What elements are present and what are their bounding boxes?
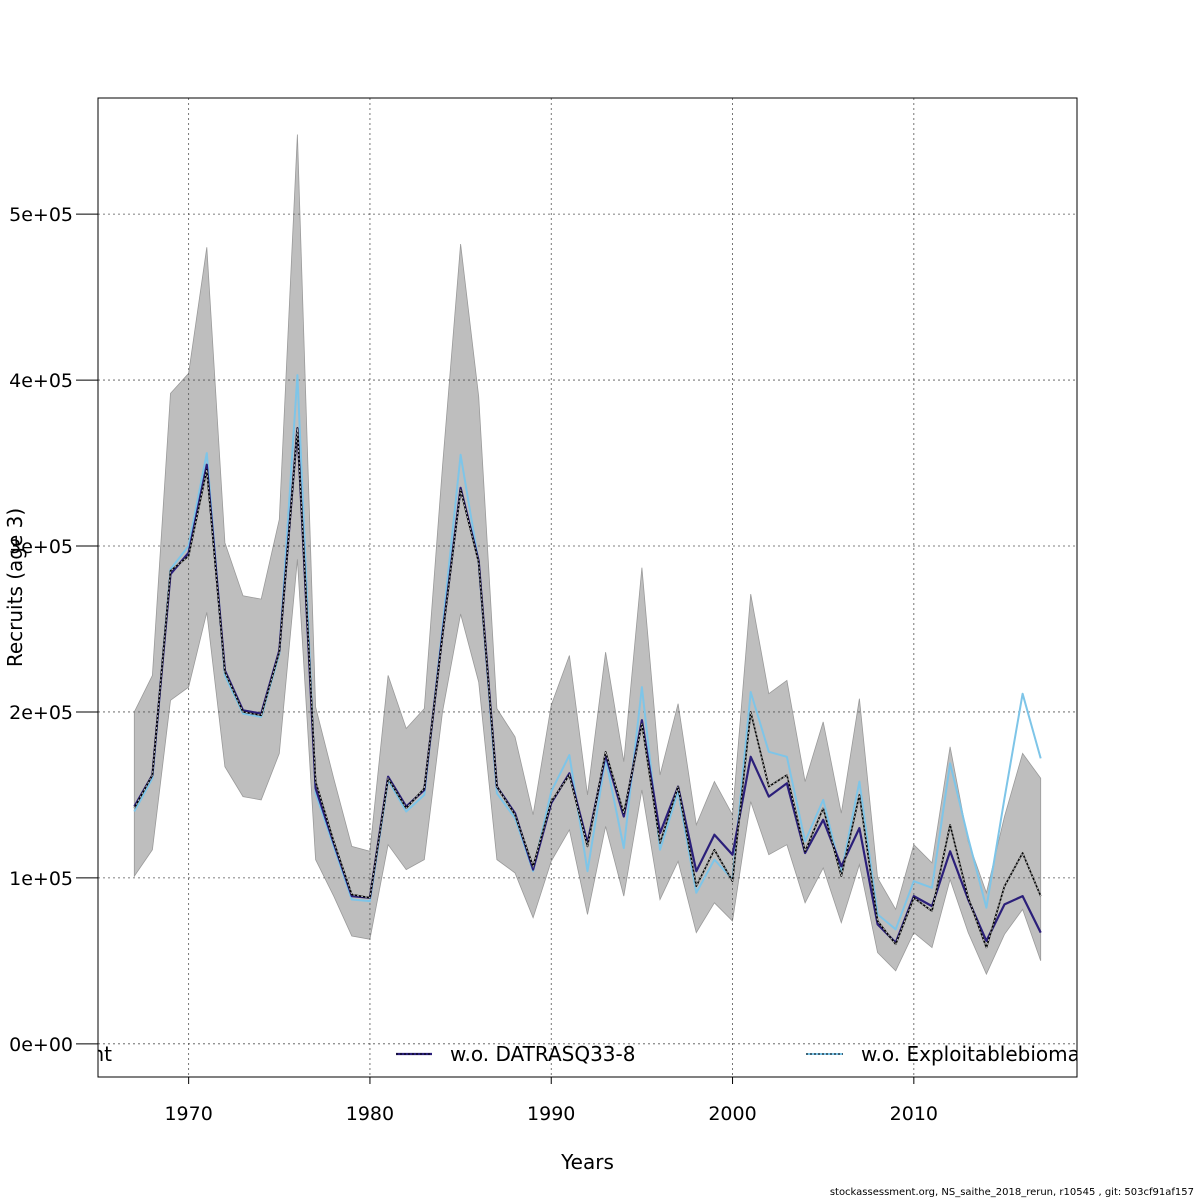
y-tick-label: 4e+05	[9, 370, 73, 392]
x-tick-label: 1980	[346, 1103, 394, 1125]
y-tick-label: 0e+00	[9, 1034, 73, 1056]
x-tick-label: 1970	[164, 1103, 212, 1125]
y-axis: 0e+00 1e+05 2e+05 3e+05 4e+05 5e+05	[9, 204, 98, 1056]
x-axis-title: Years	[560, 1150, 614, 1174]
confidence-band-layer	[133, 134, 1042, 976]
confidence-band	[133, 134, 1042, 976]
series-layer	[133, 374, 1042, 950]
y-tick-label: 5e+05	[9, 204, 73, 226]
grid-layer	[98, 98, 1077, 1077]
legend-label-nt: nt	[91, 1042, 112, 1066]
x-tick-label: 2000	[708, 1103, 756, 1125]
y-axis-title: Recruits (age 3)	[3, 508, 27, 667]
x-tick-label: 1990	[527, 1103, 575, 1125]
legend-label-exploitable: w.o. Exploitablebioma	[861, 1042, 1080, 1066]
y-tick-label: 2e+05	[9, 702, 73, 724]
series-line-2	[133, 374, 1042, 931]
y-tick-label: 1e+05	[9, 868, 73, 890]
x-axis: 1970 1980 1990 2000 2010	[164, 1077, 938, 1125]
legend: nt w.o. DATRASQ33-8 w.o. Exploitablebioma	[91, 1042, 1080, 1066]
plot-frame	[97, 97, 1078, 1078]
y-tick-label: 3e+05	[9, 536, 73, 558]
x-tick-label: 2010	[890, 1103, 938, 1125]
legend-items: nt w.o. DATRASQ33-8 w.o. Exploitablebioma	[91, 1042, 1080, 1066]
series-line-0-dash	[133, 428, 1042, 950]
footer-note: stockassessment.org, NS_saithe_2018_reru…	[829, 1187, 1194, 1198]
legend-label-datras: w.o. DATRASQ33-8	[450, 1042, 635, 1066]
